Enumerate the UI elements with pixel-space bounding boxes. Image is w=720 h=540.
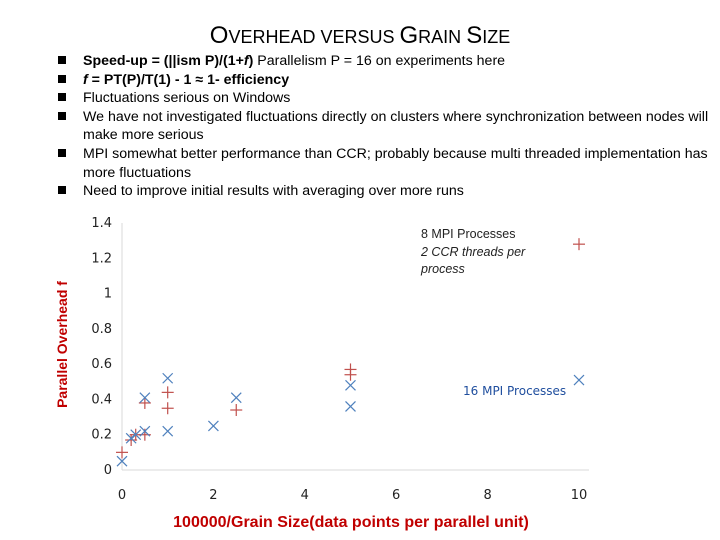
bullet-text: f <box>243 53 249 69</box>
cross-marker <box>162 425 174 437</box>
bullet-item: Fluctuations serious on Windows <box>58 89 718 108</box>
y-tick-label: 1.4 <box>91 216 112 231</box>
cross-marker <box>139 392 151 404</box>
bullet-text: We have not investigated fluctuations di… <box>83 108 709 144</box>
bullet-list: Speed-up = (||ism P)/(1+f) Parallelism P… <box>58 52 718 201</box>
bullet-text: ) <box>248 53 254 69</box>
bullet-text: Parallelism P = 16 on experiments here <box>253 53 506 69</box>
bullet-marker-icon <box>58 93 66 102</box>
plus-marker <box>573 238 585 251</box>
cross-marker <box>573 374 585 386</box>
cross-marker <box>345 401 356 412</box>
title-smallcaps-3: IZE <box>482 27 511 47</box>
y-tick-label: 0.4 <box>91 392 112 407</box>
title-smallcaps-2: RAIN <box>418 27 467 47</box>
title-smallcaps-1: VERHEAD VERSUS <box>228 27 400 47</box>
y-tick-label: 0.6 <box>91 357 112 372</box>
plus-marker <box>161 386 174 399</box>
bullet-marker-icon <box>58 186 66 195</box>
annotation-ccr-threads: 2 CCR threads per <box>420 245 526 259</box>
y-tick-label: 0.2 <box>91 428 112 443</box>
cross-marker <box>345 379 356 391</box>
x-tick-label: 8 <box>483 488 491 503</box>
y-tick-label: 0 <box>104 463 112 478</box>
bullet-marker-icon <box>58 111 66 120</box>
y-tick-label: 0.8 <box>91 322 112 337</box>
x-tick-label: 6 <box>392 488 400 503</box>
plus-marker <box>138 396 151 409</box>
bullet-text: ≈ <box>195 71 204 88</box>
cross-marker <box>116 455 128 467</box>
bullet-text: Speed-up = (||ism P)/(1+ <box>83 53 244 69</box>
annotation-16-mpi: 16 MPI Processes <box>463 384 566 398</box>
y-tick-label: 1.2 <box>91 251 112 266</box>
cross-marker <box>230 392 242 404</box>
x-tick-label: 2 <box>209 488 217 503</box>
title-initial-1: O <box>209 22 229 49</box>
y-axis-title: Parallel Overhead f <box>54 281 70 408</box>
plus-marker <box>116 446 128 459</box>
cross-marker <box>162 372 174 384</box>
bullet-item: MPI somewhat better performance than CCR… <box>58 145 718 182</box>
cross-marker <box>139 425 151 437</box>
bullet-item: We have not investigated fluctuations di… <box>58 108 718 145</box>
title-initial-3: S <box>466 22 483 49</box>
bullet-marker-icon <box>58 148 66 157</box>
y-tick-label: 1 <box>104 287 112 302</box>
cross-marker <box>207 420 219 432</box>
plus-marker <box>230 404 243 417</box>
bullet-item: Speed-up = (||ism P)/(1+f) Parallelism P… <box>58 52 718 71</box>
overhead-scatter-chart: 0 0.2 0.4 0.6 0.8 1 1.2 1.4 0 2 4 6 8 10 Parallel Over… <box>54 216 589 531</box>
plus-marker <box>161 402 174 415</box>
x-tick-label: 4 <box>301 488 309 503</box>
bullet-text: 1- efficiency <box>203 71 290 88</box>
bullet-text: Need to improve initial results with ave… <box>83 183 464 200</box>
slide-title: OVERHEAD VERSUS GRAIN SIZE <box>0 22 720 50</box>
bullet-item: f = PT(P)/T(1) - 1 ≈ 1- efficiency <box>58 71 718 90</box>
cross-marker <box>130 429 142 441</box>
x-tick-label: 0 <box>118 488 126 503</box>
plus-marker <box>344 368 357 381</box>
annotation-ccr-process: process <box>420 262 465 276</box>
bullet-text: MPI somewhat better performance than CCR… <box>83 145 708 181</box>
bullet-item: Need to improve initial results with ave… <box>58 182 718 201</box>
x-tick-label: 10 <box>571 488 588 503</box>
annotation-8-mpi: 8 MPI Processes <box>421 227 515 241</box>
bullet-marker-icon <box>58 74 66 83</box>
title-initial-2: G <box>399 22 419 49</box>
bullet-marker-icon <box>58 56 66 64</box>
x-axis-title: 100000/Grain Size(data points per parall… <box>173 514 529 531</box>
bullet-text: Fluctuations serious on Windows <box>83 90 291 107</box>
bullet-text: = PT(P)/T(1) - 1 <box>87 71 196 88</box>
cross-marker <box>125 432 137 444</box>
bullet-text: f <box>83 71 88 88</box>
